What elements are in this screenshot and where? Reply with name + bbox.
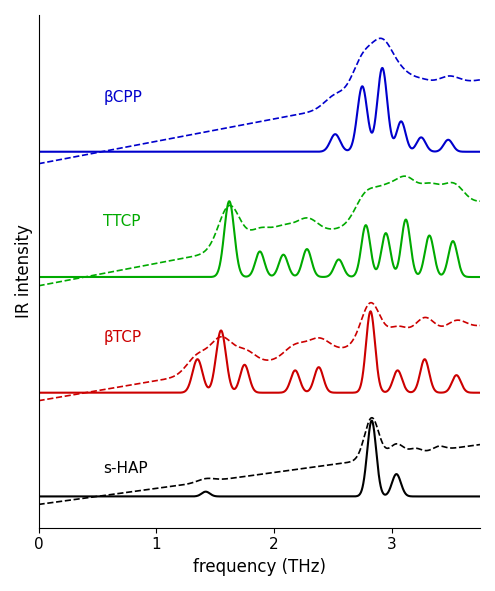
- Text: TTCP: TTCP: [103, 214, 141, 229]
- Text: βTCP: βTCP: [103, 330, 142, 345]
- Y-axis label: IR intensity: IR intensity: [15, 225, 33, 319]
- Text: s-HAP: s-HAP: [103, 460, 148, 476]
- Text: βCPP: βCPP: [103, 90, 142, 105]
- X-axis label: frequency (THz): frequency (THz): [193, 558, 326, 576]
